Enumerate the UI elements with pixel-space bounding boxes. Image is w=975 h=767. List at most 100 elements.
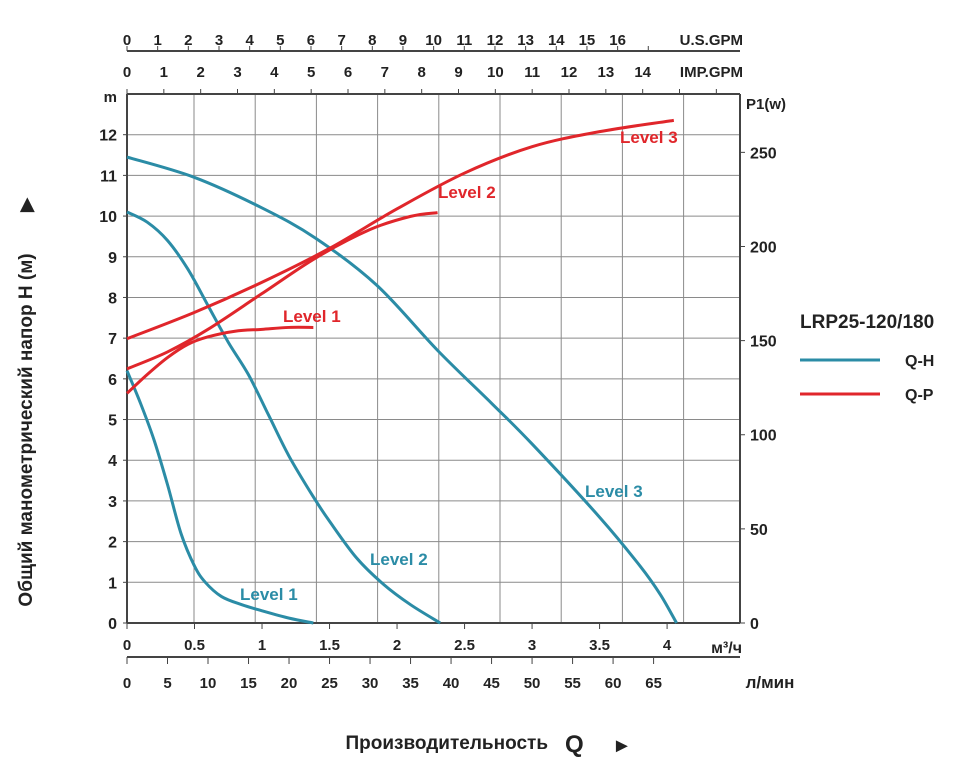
qh-curve-level-3: [126, 155, 678, 624]
qh-curve-level-1: [125, 370, 314, 625]
qp-label-level-2: Level 2: [438, 183, 496, 202]
legend-model: LRP25-120/180: [800, 312, 934, 333]
qh-label-level-2: Level 2: [370, 550, 428, 569]
y2-tick-label: 100: [750, 428, 777, 445]
usgpm-tick-label: 1: [153, 32, 161, 49]
lmin-tick-label: 60: [605, 675, 622, 692]
axes: [123, 46, 745, 664]
usgpm-tick-label: 6: [307, 32, 315, 49]
usgpm-tick-label: 16: [609, 32, 626, 49]
y-tick-label: 4: [108, 453, 117, 470]
y-tick-label: 8: [108, 290, 117, 307]
usgpm-tick-label: 12: [487, 32, 504, 49]
impgpm-tick-label: 13: [597, 64, 614, 81]
y2-tick-label: 200: [750, 239, 777, 256]
x-tick-label: 1: [258, 637, 266, 654]
x-tick-label: 2.5: [454, 637, 475, 654]
usgpm-tick-label: 7: [337, 32, 345, 49]
y-tick-label: 5: [108, 413, 117, 430]
lmin-unit-label: л/мин: [746, 673, 795, 692]
y-tick-label: 1: [108, 575, 117, 592]
legend-qh-label: Q-H: [905, 353, 934, 370]
y-tick-label: 0: [108, 616, 117, 633]
impgpm-tick-label: 8: [418, 64, 426, 81]
legend-qp-label: Q-P: [905, 387, 934, 404]
impgpm-tick-label: 6: [344, 64, 352, 81]
impgpm-tick-label: 9: [454, 64, 462, 81]
x-unit-label: м³/ч: [711, 640, 742, 657]
y2-tick-label: 150: [750, 334, 777, 351]
lmin-tick-label: 40: [443, 675, 460, 692]
x-tick-label: 4: [663, 637, 672, 654]
y2-unit-label: P1(w): [746, 96, 786, 113]
x-tick-label: 0.5: [184, 637, 205, 654]
lmin-tick-label: 45: [483, 675, 500, 692]
x-tick-label: 0: [123, 637, 131, 654]
y-axis-title: Общий манометрический напор H (м): [16, 253, 37, 606]
qp-label-level-1: Level 1: [283, 307, 341, 326]
qh-curve-level-2: [126, 210, 442, 625]
x-axis-symbol: Q: [565, 731, 584, 758]
usgpm-tick-label: 13: [517, 32, 534, 49]
x-axis-title: Производительность: [345, 733, 548, 754]
y-tick-label: 11: [100, 168, 117, 185]
lmin-tick-label: 35: [402, 675, 419, 692]
qh-label-level-1: Level 1: [240, 585, 298, 604]
y-tick-label: 3: [108, 494, 117, 511]
impgpm-tick-label: 4: [270, 64, 279, 81]
lmin-tick-label: 20: [281, 675, 298, 692]
grid: [127, 94, 740, 623]
lmin-tick-label: 15: [240, 675, 257, 692]
usgpm-tick-label: 8: [368, 32, 376, 49]
impgpm-unit-label: IMP.GPM: [680, 64, 743, 81]
impgpm-tick-label: 7: [381, 64, 389, 81]
impgpm-tick-label: 10: [487, 64, 504, 81]
qp-label-level-3: Level 3: [620, 128, 678, 147]
usgpm-tick-label: 4: [245, 32, 254, 49]
y2-tick-label: 250: [750, 145, 777, 162]
y2-tick-label: 0: [750, 616, 759, 633]
x-tick-label: 1.5: [319, 637, 340, 654]
y2-tick-label: 50: [750, 522, 768, 539]
impgpm-tick-label: 11: [524, 64, 540, 81]
impgpm-tick-label: 1: [160, 64, 168, 81]
qp-curve-level-1: [125, 325, 314, 395]
usgpm-tick-label: 14: [548, 32, 565, 49]
usgpm-unit-label: U.S.GPM: [680, 32, 743, 49]
impgpm-tick-label: 2: [196, 64, 204, 81]
usgpm-tick-label: 0: [123, 32, 131, 49]
lmin-tick-label: 30: [362, 675, 379, 692]
lmin-tick-label: 55: [564, 675, 581, 692]
series: [125, 118, 678, 625]
x-tick-label: 3: [528, 637, 536, 654]
y-tick-label: 10: [99, 209, 117, 226]
impgpm-tick-label: 12: [561, 64, 578, 81]
qh-label-level-3: Level 3: [585, 482, 643, 501]
impgpm-tick-label: 14: [634, 64, 651, 81]
x-tick-label: 2: [393, 637, 401, 654]
x-axis-arrow: ►: [612, 735, 632, 757]
impgpm-tick-label: 5: [307, 64, 315, 81]
y-tick-label: 9: [108, 250, 117, 267]
impgpm-tick-label: 3: [233, 64, 241, 81]
lmin-tick-label: 65: [645, 675, 662, 692]
y-axis-title-arrow: ▶: [16, 197, 36, 213]
y-tick-label: 6: [108, 372, 117, 389]
lmin-tick-label: 50: [524, 675, 541, 692]
usgpm-tick-label: 11: [456, 32, 472, 49]
qp-curve-level-3: [126, 118, 675, 341]
usgpm-tick-label: 9: [399, 32, 407, 49]
usgpm-tick-label: 10: [425, 32, 442, 49]
lmin-tick-label: 5: [163, 675, 171, 692]
y-unit-label: m: [104, 89, 117, 106]
usgpm-tick-label: 2: [184, 32, 192, 49]
usgpm-tick-label: 3: [215, 32, 223, 49]
y-tick-label: 7: [108, 331, 117, 348]
qp-curve-level-2: [126, 211, 438, 371]
y-tick-label: 12: [99, 128, 117, 145]
impgpm-tick-label: 0: [123, 64, 131, 81]
y-tick-label: 2: [108, 535, 117, 552]
usgpm-tick-label: 5: [276, 32, 284, 49]
